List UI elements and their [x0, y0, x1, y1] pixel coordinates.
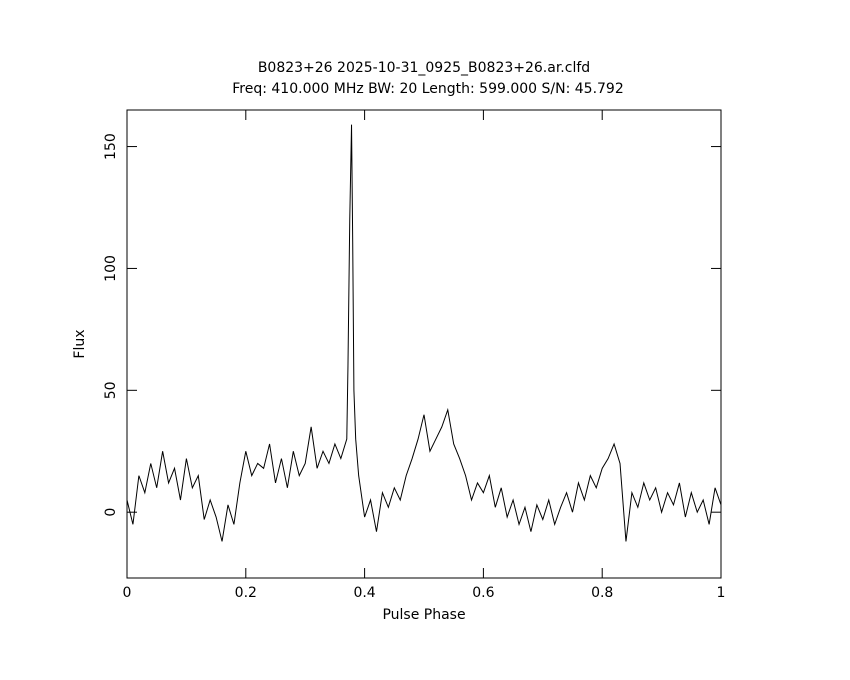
- y-axis-label: Flux: [72, 329, 88, 358]
- chart-title: B0823+26 2025-10-31_0925_B0823+26.ar.clf…: [258, 60, 590, 76]
- y-tick-label: 50: [103, 381, 119, 399]
- x-axis-label: Pulse Phase: [382, 607, 465, 623]
- x-tick-label: 1: [717, 585, 726, 601]
- profile-line: [126, 124, 722, 542]
- x-tick-label: 0.8: [591, 585, 613, 601]
- x-tick-label: 0.4: [353, 585, 375, 601]
- plot-frame: [126, 109, 722, 579]
- x-tick-label: 0: [123, 585, 132, 601]
- chart-subtitle: Freq: 410.000 MHz BW: 20 Length: 599.000…: [232, 81, 624, 97]
- y-tick-label: 0: [103, 508, 119, 517]
- x-tick-label: 0.2: [235, 585, 257, 601]
- x-tick-label: 0.6: [472, 585, 494, 601]
- y-tick-label: 100: [103, 255, 119, 282]
- y-tick-label: 150: [103, 133, 119, 160]
